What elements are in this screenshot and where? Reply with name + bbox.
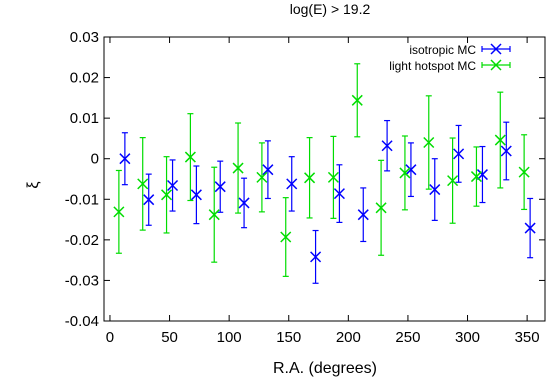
series-1 (113, 63, 530, 277)
data-point (453, 148, 465, 160)
series-0 (119, 119, 536, 284)
chart-title: log(E) > 19.2 (290, 1, 371, 17)
plot-area (103, 36, 546, 322)
data-point (399, 167, 411, 179)
y-tick-label: 0 (91, 151, 99, 168)
data-point (208, 209, 220, 221)
data-point (113, 206, 125, 218)
data-point (447, 175, 459, 187)
data-point (357, 209, 369, 221)
x-tick-label: 300 (455, 329, 480, 346)
data-point (405, 164, 417, 176)
x-tick-label: 200 (336, 329, 361, 346)
x-axis: 0 50 100 150 200 250 300 350 (106, 37, 540, 346)
x-tick-label: 350 (515, 329, 540, 346)
data-point (304, 172, 316, 184)
x-tick-label: 0 (106, 329, 114, 346)
legend: isotropic MC light hotspot MC (389, 43, 511, 73)
data-point (232, 162, 244, 174)
data-point (518, 166, 530, 178)
data-point (327, 171, 339, 183)
legend-marker (490, 59, 502, 71)
data-point (500, 145, 512, 157)
data-point (333, 188, 345, 200)
plot-frame (103, 36, 546, 322)
data-point (310, 251, 322, 263)
data-point (286, 178, 298, 190)
legend-marker (490, 43, 502, 55)
y-tick-label: 0.01 (70, 110, 99, 127)
y-axis-label: ξ (25, 181, 42, 188)
y-tick-label: -0.04 (65, 313, 99, 330)
data-point (381, 140, 393, 152)
x-tick-label: 250 (395, 329, 420, 346)
data-point (238, 197, 250, 209)
data-point (470, 171, 482, 183)
data-point (167, 179, 179, 192)
x-tick-label: 50 (161, 329, 178, 346)
data-point (476, 169, 488, 181)
data-point (119, 153, 131, 165)
data-point (190, 189, 202, 201)
data-point (184, 151, 196, 163)
data-point (143, 194, 155, 206)
y-tick-label: -0.03 (65, 272, 99, 289)
data-point (494, 134, 506, 146)
legend-label: light hotspot MC (389, 59, 476, 73)
data-point (524, 222, 536, 234)
x-axis-label: R.A. (degrees) (273, 360, 377, 377)
data-point (280, 231, 292, 243)
data-point (214, 181, 226, 193)
y-axis: -0.04 -0.03 -0.02 -0.01 0 0.01 0.02 0.03 (65, 29, 545, 330)
y-tick-label: -0.01 (65, 191, 99, 208)
data-point (375, 202, 387, 214)
y-tick-label: 0.03 (70, 29, 99, 46)
y-tick-label: -0.02 (65, 232, 99, 249)
data-point (423, 136, 435, 149)
x-tick-label: 100 (217, 329, 242, 346)
data-point (256, 171, 268, 183)
data-point (262, 164, 274, 176)
data-point (429, 184, 441, 196)
data-point (137, 178, 149, 190)
data-point (351, 94, 363, 106)
x-tick-label: 150 (276, 329, 301, 346)
legend-label: isotropic MC (409, 43, 476, 57)
y-tick-label: 0.02 (70, 70, 99, 87)
data-point (161, 189, 173, 201)
series-layer (113, 63, 536, 284)
